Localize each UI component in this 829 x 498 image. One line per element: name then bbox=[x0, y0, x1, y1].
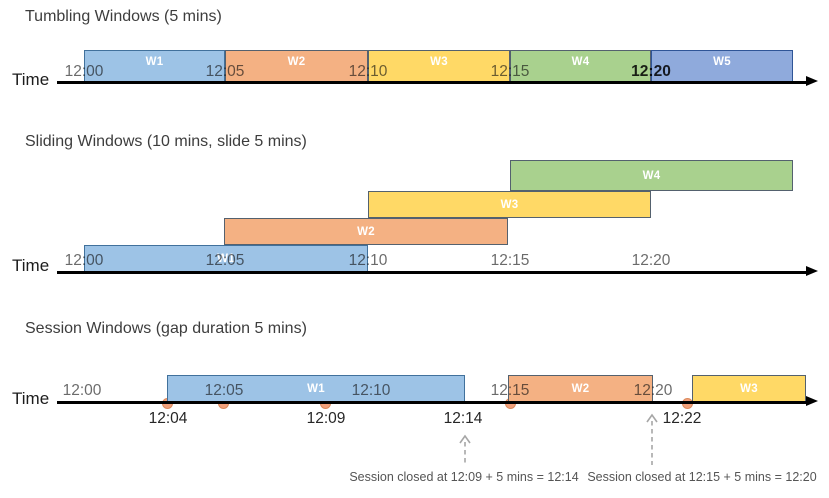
window-label: W4 bbox=[642, 169, 661, 182]
window-label: W3 bbox=[740, 382, 758, 395]
sliding-tick-1220: 12:20 bbox=[631, 252, 671, 269]
sliding-section-title: Sliding Windows (10 mins, slide 5 mins) bbox=[25, 133, 307, 150]
tumbling-axis-line bbox=[57, 81, 807, 84]
session-tick-1210: 12:10 bbox=[351, 382, 391, 399]
session-time-axis-label: Time bbox=[12, 389, 50, 408]
sliding-time-axis-label: Time bbox=[12, 256, 50, 275]
tumbling-axis-arrowhead-icon bbox=[806, 76, 818, 86]
tumbling-tick-1200: 12:00 bbox=[64, 63, 104, 80]
session-axis-line bbox=[57, 401, 807, 404]
event-time-label-1209: 12:09 bbox=[306, 410, 346, 427]
window-label: W3 bbox=[500, 198, 519, 211]
sliding-window-w3: W3 bbox=[368, 191, 651, 218]
window-label: W1 bbox=[307, 382, 325, 395]
sliding-tick-1210: 12:10 bbox=[348, 252, 388, 269]
window-label: W1 bbox=[217, 252, 235, 265]
session-tick-1200: 12:00 bbox=[62, 382, 102, 399]
tumbling-tick-1205: 12:05 bbox=[205, 63, 245, 80]
sliding-tick-1200: 12:00 bbox=[64, 252, 104, 269]
event-time-label-1222: 12:22 bbox=[662, 410, 702, 427]
window-label: W2 bbox=[287, 56, 306, 68]
sliding-axis-line bbox=[57, 271, 807, 274]
event-time-label-1214: 12:14 bbox=[443, 410, 483, 427]
session-window-w2: W2 bbox=[508, 375, 653, 402]
session-window-w1: W1 bbox=[167, 375, 465, 402]
session-section-title: Session Windows (gap duration 5 mins) bbox=[25, 320, 307, 337]
window-label: W5 bbox=[713, 56, 731, 68]
tumbling-tick-1215: 12:15 bbox=[490, 63, 530, 80]
session-close-annotation-2: Session closed at 12:15 + 5 mins = 12:20 bbox=[587, 470, 817, 484]
tumbling-window-w5: W5 bbox=[651, 50, 793, 82]
tumbling-window-w3: W3 bbox=[368, 50, 510, 82]
sliding-window-w1: W1 bbox=[84, 245, 368, 272]
session-axis-arrowhead-icon bbox=[806, 396, 818, 406]
tumbling-window-w1: W1 bbox=[84, 50, 225, 82]
tumbling-section-title: Tumbling Windows (5 mins) bbox=[25, 8, 222, 25]
tumbling-tick-1220: 12:20 bbox=[631, 63, 671, 80]
tumbling-tick-1210: 12:10 bbox=[348, 63, 388, 80]
window-label: W2 bbox=[357, 225, 375, 238]
sliding-window-w4: W4 bbox=[510, 160, 793, 191]
session-tick-1215: 12:15 bbox=[490, 382, 530, 399]
sliding-tick-1215: 12:15 bbox=[490, 252, 530, 269]
window-label: W1 bbox=[145, 56, 164, 68]
session-tick-1205: 12:05 bbox=[204, 382, 244, 399]
tumbling-time-axis-label: Time bbox=[12, 70, 50, 89]
sliding-axis-arrowhead-icon bbox=[806, 266, 818, 276]
window-label: W3 bbox=[430, 56, 448, 68]
session-tick-1220: 12:20 bbox=[633, 382, 673, 399]
event-time-label-1204: 12:04 bbox=[148, 410, 188, 427]
window-label: W4 bbox=[571, 56, 590, 68]
event-dot-1222 bbox=[682, 398, 693, 409]
session-close-annotation-1: Session closed at 12:09 + 5 mins = 12:14 bbox=[349, 470, 579, 484]
session-close-arrow-icon bbox=[459, 434, 471, 465]
session-window-w3: W3 bbox=[692, 375, 806, 402]
sliding-window-w2: W2 bbox=[224, 218, 508, 245]
session-close-arrow-icon bbox=[646, 413, 658, 465]
sliding-tick-1205: 12:05 bbox=[205, 252, 245, 269]
window-label: W2 bbox=[571, 382, 590, 395]
